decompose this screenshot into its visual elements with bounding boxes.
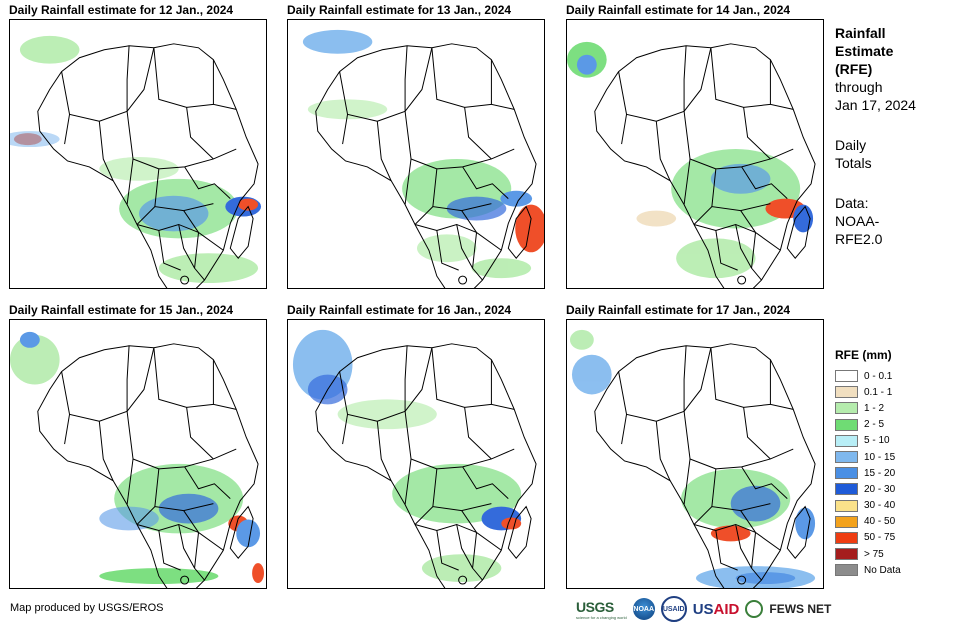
legend-label: 20 - 30	[864, 483, 896, 495]
fews-net-globe-icon	[745, 600, 764, 618]
legend-item: 2 - 5	[835, 417, 901, 433]
legend-swatch	[835, 499, 858, 512]
legend-item: 0 - 0.1	[835, 368, 901, 384]
legend-label: 30 - 40	[864, 500, 896, 512]
panel-title: Daily Rainfall estimate for 12 Jan., 202…	[9, 3, 234, 17]
legend-item: 30 - 40	[835, 498, 901, 514]
legend-item: 1 - 2	[835, 400, 901, 416]
product-title: Rainfall Estimate (RFE)	[835, 25, 894, 77]
rain-overlay	[569, 329, 816, 588]
daily-totals-label: Daily Totals	[835, 137, 872, 171]
legend-swatch	[835, 531, 858, 544]
rain-overlay	[10, 35, 262, 284]
legend-swatch	[835, 515, 858, 528]
africa-map-svg	[288, 320, 544, 588]
panel-title: Daily Rainfall estimate for 13 Jan., 202…	[287, 3, 512, 17]
panel-title: Daily Rainfall estimate for 14 Jan., 202…	[566, 3, 791, 17]
legend-item: > 75	[835, 546, 901, 562]
rainfall-map[interactable]	[287, 319, 545, 589]
legend-label: 1 - 2	[864, 402, 885, 414]
legend-swatch	[835, 564, 858, 577]
africa-map-svg	[10, 20, 266, 288]
legend-swatch	[835, 467, 858, 480]
usgs-logo-text: USGS	[576, 598, 614, 615]
rainfall-map[interactable]	[287, 19, 545, 289]
legend-swatch	[835, 434, 858, 447]
legend-item: 5 - 10	[835, 433, 901, 449]
africa-map-svg	[567, 320, 823, 588]
legend-swatch	[835, 451, 858, 464]
legend-swatch	[835, 418, 858, 431]
rainfall-map[interactable]	[9, 319, 267, 589]
map-credit: Map produced by USGS/EROS	[10, 602, 164, 614]
rain-overlay	[567, 41, 814, 279]
legend-label: 50 - 75	[864, 532, 896, 544]
rainfall-map[interactable]	[566, 319, 824, 589]
legend-label: 5 - 10	[864, 435, 890, 447]
legend-label: 15 - 20	[864, 467, 896, 479]
legend-label: 0.1 - 1	[864, 386, 893, 398]
rainfall-map[interactable]	[9, 19, 267, 289]
legend-item: 0.1 - 1	[835, 384, 901, 400]
legend-swatch	[835, 370, 858, 383]
africa-map-svg	[567, 20, 823, 288]
rain-overlay	[302, 29, 544, 279]
sponsor-logos: USGS science for a changing world NOAA U…	[576, 596, 831, 622]
legend-label: > 75	[864, 548, 884, 560]
africa-map-svg	[288, 20, 544, 288]
legend-item: 20 - 30	[835, 481, 901, 497]
legend-title: RFE (mm)	[835, 348, 892, 362]
africa-map-svg	[10, 320, 266, 588]
through-date: through Jan 17, 2024	[835, 79, 916, 113]
panel-title: Daily Rainfall estimate for 17 Jan., 202…	[566, 303, 791, 317]
legend-item: 15 - 20	[835, 465, 901, 481]
legend-item: 40 - 50	[835, 514, 901, 530]
panel-title: Daily Rainfall estimate for 16 Jan., 202…	[287, 303, 512, 317]
legend-swatch	[835, 402, 858, 415]
legend-label: No Data	[864, 564, 901, 576]
map-description: Rainfall Estimate (RFE) through Jan 17, …	[835, 24, 960, 248]
legend-label: 10 - 15	[864, 451, 896, 463]
legend-swatch	[835, 483, 858, 496]
usaid-logo: USAID	[692, 600, 740, 618]
legend-label: 2 - 5	[864, 419, 885, 431]
legend-label: 0 - 0.1	[864, 370, 893, 382]
usgs-logo: USGS science for a changing world	[576, 599, 627, 620]
rain-overlay	[10, 331, 265, 585]
legend-item: 10 - 15	[835, 449, 901, 465]
usgs-tagline: science for a changing world	[576, 614, 627, 620]
rfe-legend: RFE (mm) 0 - 0.1 0.1 - 1 1 - 2 2 - 5 5 - 10 1…	[835, 348, 901, 578]
legend-label: 40 - 50	[864, 516, 896, 528]
rainfall-map[interactable]	[566, 19, 824, 289]
fews-net-logo: FEWS NET	[769, 602, 832, 616]
legend-item: 50 - 75	[835, 530, 901, 546]
legend-swatch	[835, 386, 858, 399]
legend-rows: 0 - 0.1 0.1 - 1 1 - 2 2 - 5 5 - 10 10 - 15 15 …	[835, 368, 901, 578]
data-source-label: Data: NOAA- RFE2.0	[835, 195, 883, 247]
legend-item: No Data	[835, 562, 901, 578]
usaid-seal-icon: USAID	[660, 596, 687, 622]
legend-swatch	[835, 548, 858, 561]
panel-title: Daily Rainfall estimate for 15 Jan., 202…	[9, 303, 234, 317]
noaa-logo: NOAA	[632, 598, 655, 620]
